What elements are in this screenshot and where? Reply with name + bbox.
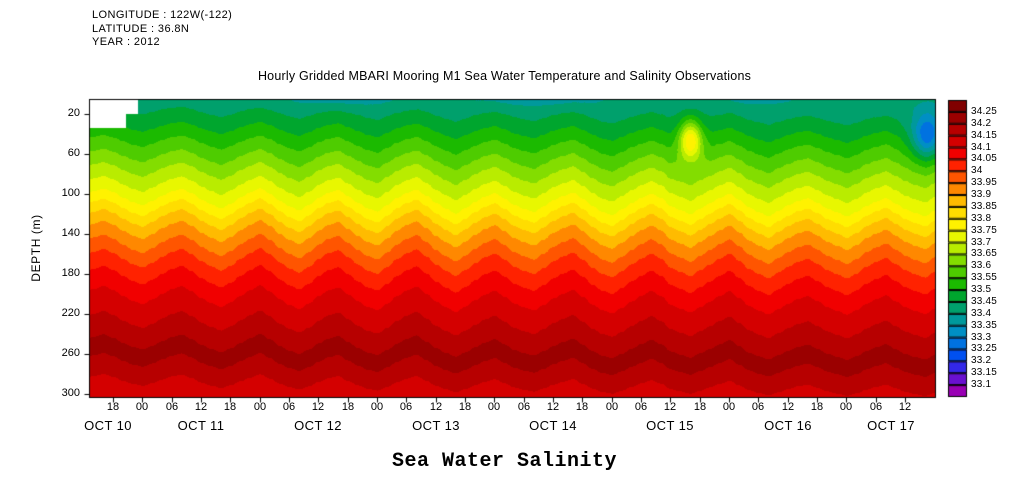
colorbar-tick-label: 34.15 — [971, 130, 998, 141]
colorbar-tick-label: 33.8 — [971, 213, 992, 224]
y-tick-label: 100 — [61, 187, 80, 199]
x-tick-label: 06 — [282, 401, 296, 413]
colorbar-tick-label: 33.55 — [971, 272, 998, 283]
x-tick-label: 12 — [311, 401, 325, 413]
colorbar-tick-label: 33.6 — [971, 260, 992, 271]
x-tick-label: 18 — [223, 401, 237, 413]
date-label: OCT 15 — [646, 418, 694, 433]
y-tick-label: 180 — [61, 267, 80, 279]
colorbar-tick-label: 33.65 — [971, 248, 998, 259]
date-label: OCT 17 — [867, 418, 915, 433]
metadata-block: LONGITUDE : 122W(-122) LATITUDE : 36.8N … — [92, 9, 232, 50]
colorbar-tick-label: 33.95 — [971, 177, 998, 188]
longitude-label: LONGITUDE : 122W(-122) — [92, 9, 233, 21]
y-tick-label: 260 — [61, 347, 80, 359]
footer-axis-label: Sea Water Salinity — [391, 450, 618, 473]
colorbar-tick-label: 33.85 — [971, 201, 998, 212]
x-tick-label: 18 — [341, 401, 355, 413]
date-label: OCT 10 — [84, 418, 132, 433]
x-tick-label: 06 — [399, 401, 413, 413]
x-tick-label: 18 — [106, 401, 120, 413]
x-tick-label: 06 — [751, 401, 765, 413]
date-label: OCT 16 — [764, 418, 812, 433]
x-tick-label: 00 — [839, 401, 853, 413]
colorbar-tick-label: 33.15 — [971, 367, 998, 378]
x-tick-label: 00 — [135, 401, 149, 413]
colorbar-tick-label: 33.1 — [971, 379, 992, 390]
x-tick-label: 12 — [781, 401, 795, 413]
colorbar-tick-label: 33.3 — [971, 332, 992, 343]
colorbar-tick-label: 33.5 — [971, 284, 992, 295]
colorbar-tick-label: 34 — [971, 165, 983, 176]
x-tick-label: 18 — [810, 401, 824, 413]
x-tick-label: 12 — [194, 401, 208, 413]
x-tick-label: 06 — [634, 401, 648, 413]
y-tick-label: 300 — [61, 387, 80, 399]
colorbar-tick-label: 33.35 — [971, 320, 998, 331]
y-tick-label: 60 — [67, 147, 80, 159]
x-tick-label: 12 — [663, 401, 677, 413]
date-label: OCT 12 — [294, 418, 342, 433]
colorbar-tick-label: 33.7 — [971, 237, 992, 248]
x-tick-label: 00 — [487, 401, 501, 413]
x-tick-label: 18 — [458, 401, 472, 413]
colorbar-tick-label: 33.45 — [971, 296, 998, 307]
chart-title: Hourly Gridded MBARI Mooring M1 Sea Wate… — [257, 69, 752, 83]
colorbar-tick-label: 33.9 — [971, 189, 992, 200]
colorbar-tick-label: 34.1 — [971, 142, 992, 153]
x-tick-label: 12 — [898, 401, 912, 413]
x-tick-label: 00 — [722, 401, 736, 413]
y-tick-label: 20 — [67, 107, 80, 119]
x-tick-label: 00 — [253, 401, 267, 413]
date-label: OCT 14 — [529, 418, 577, 433]
x-tick-label: 12 — [429, 401, 443, 413]
x-tick-label: 06 — [165, 401, 179, 413]
colorbar-tick-label: 33.75 — [971, 225, 998, 236]
x-tick-label: 18 — [575, 401, 589, 413]
year-label: YEAR : 2012 — [92, 36, 160, 48]
colorbar-tick-label: 34.2 — [971, 118, 992, 129]
y-tick-label: 220 — [61, 307, 80, 319]
colorbar-tick-label: 34.25 — [971, 106, 998, 117]
colorbar-tick-label: 33.2 — [971, 355, 992, 366]
date-label: OCT 11 — [177, 418, 225, 433]
depth-axis-label: DEPTH (m) — [29, 214, 43, 282]
x-tick-label: 00 — [370, 401, 384, 413]
x-tick-label: 06 — [517, 401, 531, 413]
latitude-label: LATITUDE : 36.8N — [92, 22, 190, 35]
colorbar-tick-label: 34.05 — [971, 153, 998, 164]
y-tick-label: 140 — [61, 227, 80, 239]
colorbar-tick-label: 33.4 — [971, 308, 992, 319]
x-tick-label: 18 — [693, 401, 707, 413]
x-tick-label: 12 — [546, 401, 560, 413]
date-label: OCT 13 — [412, 418, 460, 433]
colorbar-tick-label: 33.25 — [971, 343, 998, 354]
x-tick-label: 00 — [605, 401, 619, 413]
x-tick-label: 06 — [869, 401, 883, 413]
